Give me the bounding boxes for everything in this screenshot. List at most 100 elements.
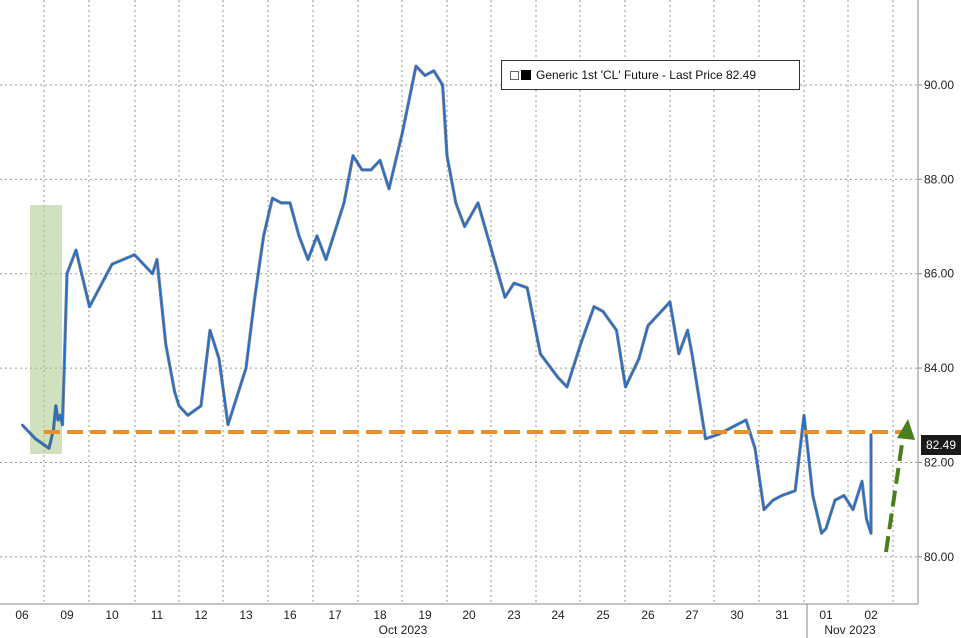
legend: Generic 1st 'CL' Future - Last Price 82.… xyxy=(501,60,800,90)
x-axis-ticks: 06 09 10 11 12 13 16 17 18 19 20 23 24 25 26 27 30 31 01 02 xyxy=(15,608,878,622)
data-point xyxy=(262,235,265,237)
data-point xyxy=(59,414,62,417)
data-point xyxy=(772,499,774,502)
data-point xyxy=(870,456,872,459)
data-point xyxy=(361,168,363,171)
data-point xyxy=(236,395,238,398)
data-point xyxy=(526,286,529,289)
data-point xyxy=(655,315,658,318)
data-point xyxy=(704,437,707,440)
data-point xyxy=(432,69,435,72)
data-point xyxy=(61,423,64,426)
x-tick-label: 18 xyxy=(373,608,387,622)
data-point xyxy=(401,131,404,134)
data-point xyxy=(227,423,229,426)
data-point xyxy=(307,258,309,261)
data-point xyxy=(218,357,220,360)
upward-arrow xyxy=(884,419,915,553)
x-tick-label: 09 xyxy=(60,608,74,622)
data-point xyxy=(624,386,627,388)
data-point xyxy=(794,489,797,492)
data-point xyxy=(334,230,336,233)
x-tick-label: 12 xyxy=(194,608,208,622)
data-point xyxy=(446,154,448,157)
x-tick-label: 27 xyxy=(685,608,699,622)
data-point xyxy=(870,437,872,440)
legend-swatch-icon xyxy=(521,70,531,80)
data-point xyxy=(865,518,868,520)
data-point xyxy=(870,433,872,436)
legend-text: Generic 1st 'CL' Future - Last Price 82.… xyxy=(536,68,757,82)
month-label-nov: Nov 2023 xyxy=(824,623,876,637)
y-tick-label: 80.00 xyxy=(924,550,954,564)
data-point xyxy=(178,404,180,407)
data-point xyxy=(490,249,493,251)
data-point xyxy=(593,305,595,308)
x-tick-label: 23 xyxy=(507,608,521,622)
legend-expand-icon[interactable] xyxy=(510,70,519,80)
y-tick-label: 84.00 xyxy=(924,361,954,375)
data-point xyxy=(245,367,247,369)
series-line xyxy=(21,65,872,535)
data-point xyxy=(75,249,77,251)
x-tick-label: 24 xyxy=(551,608,565,622)
data-point xyxy=(669,301,671,303)
x-tick-label: 06 xyxy=(15,608,29,622)
data-point xyxy=(454,202,457,204)
x-tick-label: 10 xyxy=(105,608,119,622)
data-point xyxy=(870,532,872,535)
data-point xyxy=(570,371,573,374)
y-tick-label: 90.00 xyxy=(924,78,954,92)
last-price-badge: 82.49 xyxy=(921,435,961,455)
data-point xyxy=(477,202,479,204)
data-point xyxy=(316,235,318,237)
data-point xyxy=(186,414,189,417)
data-point xyxy=(200,404,202,407)
data-point xyxy=(579,343,582,346)
data-point xyxy=(557,376,559,379)
last-price-value: 82.49 xyxy=(925,438,957,452)
data-point xyxy=(638,357,640,360)
data-point xyxy=(52,428,55,431)
y-tick-label: 86.00 xyxy=(924,267,954,281)
data-point xyxy=(463,225,466,228)
x-tick-label: 31 xyxy=(775,608,789,622)
data-point xyxy=(736,423,738,426)
data-point xyxy=(677,353,680,355)
data-point xyxy=(209,329,211,332)
data-point xyxy=(280,202,283,204)
data-point xyxy=(647,324,649,327)
y-tick-label: 88.00 xyxy=(924,172,954,186)
data-point xyxy=(566,386,568,388)
data-point xyxy=(820,532,823,535)
data-point xyxy=(289,202,291,204)
x-tick-label: 17 xyxy=(328,608,342,622)
data-point xyxy=(825,527,827,530)
data-point xyxy=(48,447,50,450)
data-point xyxy=(34,437,37,440)
data-point xyxy=(164,343,167,346)
x-tick-label: 20 xyxy=(462,608,476,622)
data-point xyxy=(253,296,256,299)
data-point xyxy=(504,296,506,299)
x-tick-label: 11 xyxy=(151,608,164,622)
data-point xyxy=(424,74,426,77)
data-point xyxy=(745,419,747,421)
x-tick-label: 25 xyxy=(596,608,610,622)
data-point xyxy=(691,353,693,355)
x-tick-label: 19 xyxy=(418,608,432,622)
data-point xyxy=(388,187,390,190)
data-point xyxy=(441,84,444,86)
data-point xyxy=(271,197,274,200)
data-point xyxy=(843,494,845,497)
data-point xyxy=(156,258,158,261)
data-point xyxy=(615,329,618,332)
data-point xyxy=(763,508,765,511)
data-point xyxy=(343,202,345,204)
data-point xyxy=(754,447,756,450)
data-point xyxy=(539,353,542,355)
data-point xyxy=(54,404,57,407)
data-point xyxy=(111,263,113,266)
month-label-oct: Oct 2023 xyxy=(379,623,428,637)
